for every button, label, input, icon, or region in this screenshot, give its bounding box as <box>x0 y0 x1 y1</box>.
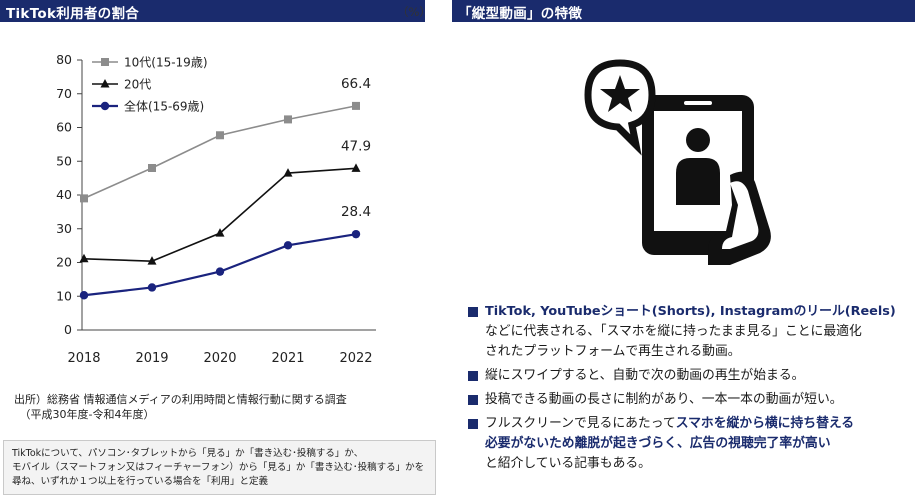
end-value-label: 28.4 <box>341 204 371 220</box>
bullet-1-line-2: などに代表される、「スマホを縦に持ったまま見る」ことに最適化 <box>485 324 862 339</box>
data-point-square <box>148 164 156 172</box>
y-tick-label: 10 <box>56 288 72 303</box>
unit-label: （%） <box>397 5 431 19</box>
y-tick-label: 50 <box>56 153 72 168</box>
data-point-triangle <box>147 256 157 265</box>
series-line-3 <box>83 233 357 297</box>
bullet-square-icon <box>468 395 478 405</box>
legend-marker-circle <box>100 101 110 111</box>
data-point-triangle <box>351 163 361 172</box>
bullet-item-4: フルスクリーンで見るにあたってスマホを縦から横に持ち替える 必要がないため離脱が… <box>467 414 912 474</box>
y-tick-label: 0 <box>64 322 72 337</box>
data-point-triangle <box>79 253 89 263</box>
data-point-square <box>284 115 292 124</box>
bullet-1-line-3: されたプラットフォームで再生される動画。 <box>485 344 741 359</box>
bullet-square-icon <box>468 307 478 317</box>
source-text: 出所）総務省 情報通信メディアの利用時間と情報行動に関する調査 （平成30年度-… <box>14 392 347 422</box>
note-line-1: TikTokについて、パソコン･タブレットから「見る」か「書き込む･投稿する」か… <box>12 448 364 459</box>
x-tick-label: 2020 <box>203 351 236 366</box>
end-value-label: 47.9 <box>341 138 371 154</box>
line-chart: 0 10 20 30 40 50 60 70 80 2018 2019 2020 2021 2022 66.… <box>56 52 376 366</box>
data-point-square <box>352 101 360 110</box>
bullet-2-line-1: 縦にスワイプすると、自動で次の動画の再生が始まる。 <box>485 368 805 383</box>
end-value-label: 66.4 <box>341 76 371 92</box>
data-point-circle <box>79 291 89 300</box>
x-tick-label: 2018 <box>67 351 100 366</box>
x-tick-label: 2021 <box>271 351 304 366</box>
definition-note: TikTokについて、パソコン･タブレットから「見る」か「書き込む･投稿する」か… <box>3 440 436 495</box>
bullet-3-line-1: 投稿できる動画の長さに制約があり、一本一本の動画が短い。 <box>485 392 843 407</box>
bullet-square-icon <box>468 371 478 381</box>
y-tick-label: 60 <box>56 120 72 135</box>
x-tick-label: 2022 <box>339 351 372 366</box>
data-point-circle <box>283 241 293 250</box>
note-line-3: 尋ね、いずれか１つ以上を行っている場合を「利用」と定義 <box>12 476 269 487</box>
note-line-2: モバイル（スマートフォン又はフィーチャーフォン）から「見る」か「書き込む･投稿す… <box>12 462 425 473</box>
phone-person-star-icon <box>584 59 771 265</box>
y-tick-label: 40 <box>56 187 72 202</box>
legend-label: 20代 <box>124 78 151 92</box>
series-line-2 <box>83 167 357 262</box>
legend-label: 全体(15-69歳) <box>124 99 204 114</box>
bullet-1-line-1: TikTok, YouTubeショート(Shorts), Instagramのリ… <box>485 304 896 319</box>
right-panel-header: 「縦型動画」の特徴 <box>452 0 915 22</box>
y-tick-label: 70 <box>56 86 72 101</box>
source-line-2: （平成30年度-令和4年度） <box>14 408 155 421</box>
bullet-item-2: 縦にスワイプすると、自動で次の動画の再生が始まる。 <box>467 366 912 386</box>
bullet-item-3: 投稿できる動画の長さに制約があり、一本一本の動画が短い。 <box>467 390 912 410</box>
bullet-item-1: TikTok, YouTubeショート(Shorts), Instagramのリ… <box>467 302 912 362</box>
data-point-circle <box>147 283 157 292</box>
y-tick-label: 30 <box>56 221 72 236</box>
bullet-4-text-a: フルスクリーンで見るにあたって <box>485 416 676 431</box>
data-point-triangle <box>215 228 225 237</box>
right-panel-title: 「縦型動画」の特徴 <box>458 6 583 22</box>
legend-marker-triangle <box>100 79 110 88</box>
left-panel-header: TikTok利用者の割合 <box>0 0 425 22</box>
y-tick-label: 80 <box>56 52 72 67</box>
data-point-square <box>216 131 224 140</box>
data-point-square <box>80 194 88 203</box>
bullet-square-icon <box>468 419 478 429</box>
bullet-4-line-1: フルスクリーンで見るにあたってスマホを縦から横に持ち替える <box>485 414 912 434</box>
left-panel-title: TikTok利用者の割合 <box>6 6 140 22</box>
data-point-circle <box>351 229 361 239</box>
legend-marker-square <box>101 58 109 66</box>
source-line-1: 出所）総務省 情報通信メディアの利用時間と情報行動に関する調査 <box>14 393 347 406</box>
bullet-4-line-2: 必要がないため離脱が起きづらく、広告の視聴完了率が高い <box>485 436 831 451</box>
data-point-triangle <box>283 168 293 177</box>
x-tick-label: 2019 <box>135 351 168 366</box>
bullet-4-line-3: と紹介している記事もある。 <box>485 456 651 471</box>
feature-bullet-list: TikTok, YouTubeショート(Shorts), Instagramのリ… <box>467 302 912 478</box>
bullet-4-text-b: スマホを縦から横に持ち替える <box>675 416 855 431</box>
data-point-circle <box>215 267 225 276</box>
y-tick-label: 20 <box>56 255 72 270</box>
legend-label: 10代(15-19歳) <box>124 56 208 70</box>
series-line-1 <box>83 105 357 200</box>
